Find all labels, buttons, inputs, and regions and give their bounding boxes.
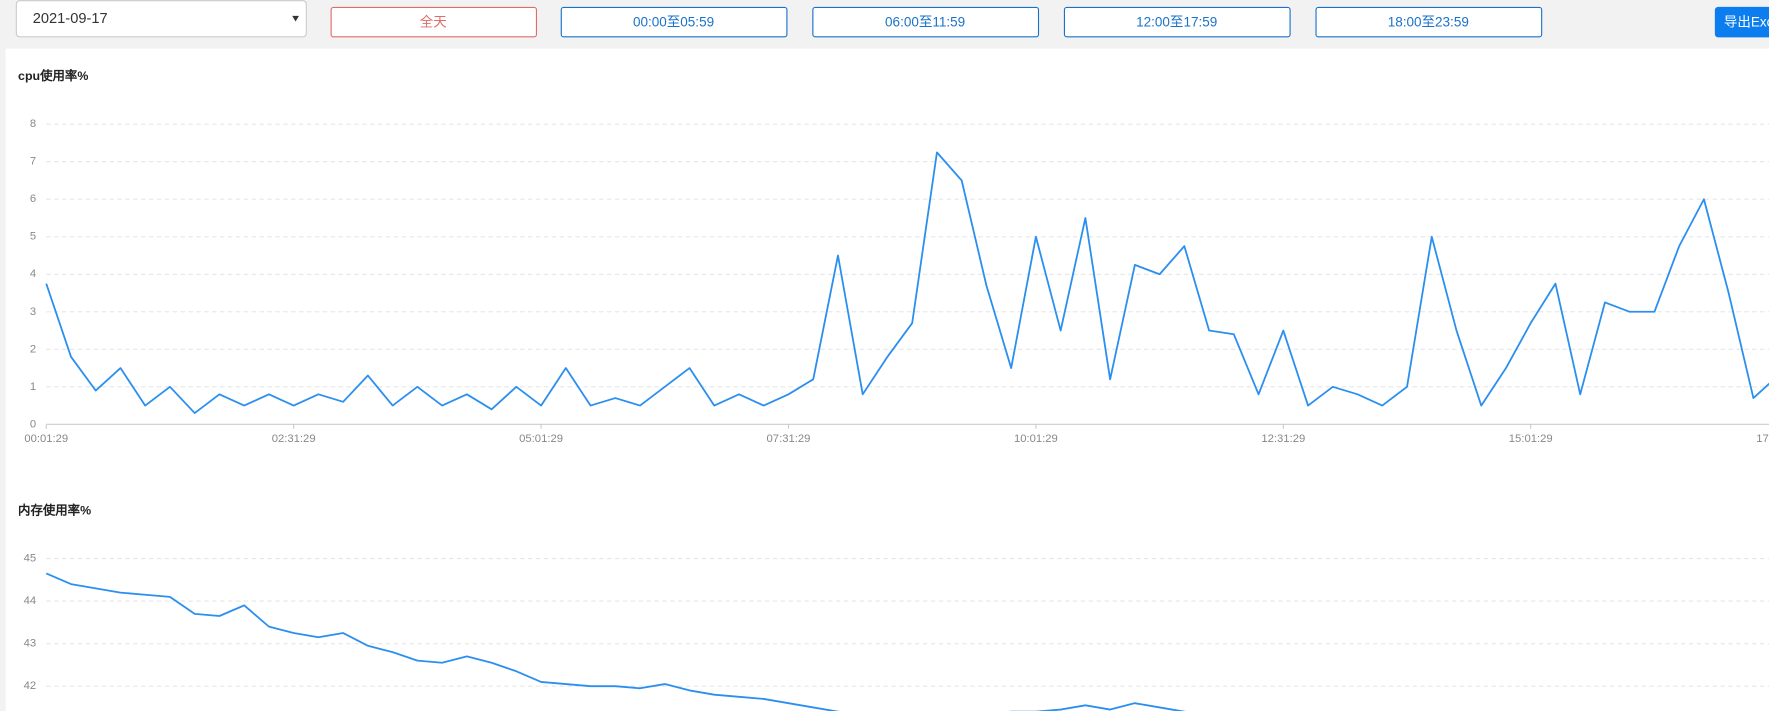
chart-title: 内存使用率% xyxy=(18,502,91,517)
time-button[interactable]: 00:00至05:59 xyxy=(560,6,788,38)
button-row: 全天 00:00至05:59 06:00至11:59 12:00至17:59 18:00… xyxy=(330,6,1543,38)
x-tick-label: 12:31:29 xyxy=(1261,433,1305,445)
chart: cpu使用率% 0 1 2 3 4 5 6 7 8 00:01:29 02:31:29 05:01:29… xyxy=(18,68,1769,445)
x-tick-label: 05:01:29 xyxy=(519,433,563,445)
button-label[interactable]: 00:00至05:59 xyxy=(633,14,714,29)
x-tick-label: 02:31:29 xyxy=(272,433,316,445)
data-line xyxy=(45,572,1186,711)
y-tick-label: 6 xyxy=(30,193,36,205)
export-box[interactable] xyxy=(1714,6,1769,38)
button-box[interactable] xyxy=(560,6,788,38)
y-tick-label: 42 xyxy=(24,680,37,692)
time-button[interactable]: 06:00至11:59 xyxy=(812,6,1040,38)
y-tick-label: 1 xyxy=(30,381,36,393)
y-tick-label: 5 xyxy=(30,231,36,243)
button-label[interactable]: 18:00至23:59 xyxy=(1388,14,1469,29)
chart-title: cpu使用率% xyxy=(18,68,88,83)
y-tick-label: 7 xyxy=(30,156,36,168)
export-text[interactable]: 导出Excel xyxy=(1724,14,1769,29)
time-button[interactable]: 18:00至23:59 xyxy=(1315,6,1543,38)
date-box[interactable] xyxy=(15,0,307,38)
time-button[interactable]: 12:00至17:59 xyxy=(1063,6,1291,38)
button-label[interactable]: 全天 xyxy=(420,13,448,29)
x-tick-label: 17:31:29 xyxy=(1756,433,1769,445)
y-tick-label: 3 xyxy=(30,306,36,318)
x-tick-label: 00:01:29 xyxy=(24,433,68,445)
chart: 内存使用率% 42 43 44 45 xyxy=(18,502,1769,711)
export-button[interactable]: 导出Excel xyxy=(1714,6,1769,38)
button-box[interactable] xyxy=(330,6,538,38)
y-tick-label: 8 xyxy=(30,118,36,130)
y-tick-label: 2 xyxy=(30,343,36,355)
dropdown-arrow xyxy=(292,15,299,22)
button-box[interactable] xyxy=(1315,6,1543,38)
y-tick-label: 44 xyxy=(24,595,37,607)
time-button[interactable]: 全天 xyxy=(330,6,538,38)
y-tick-label: 4 xyxy=(30,268,36,280)
date-select[interactable]: 2021-09-17 xyxy=(15,0,307,38)
x-tick-label: 10:01:29 xyxy=(1014,433,1058,445)
x-tick-label: 15:01:29 xyxy=(1509,433,1553,445)
y-tick-label: 45 xyxy=(24,553,37,565)
button-box[interactable] xyxy=(1063,6,1291,38)
button-label[interactable]: 06:00至11:59 xyxy=(885,14,965,29)
y-tick-label: 0 xyxy=(30,418,36,430)
button-box[interactable] xyxy=(812,6,1040,38)
date-text[interactable]: 2021-09-17 xyxy=(33,11,108,27)
data-line xyxy=(45,151,1769,414)
x-tick-label: 07:31:29 xyxy=(767,433,811,445)
panel xyxy=(5,48,1769,711)
button-label[interactable]: 12:00至17:59 xyxy=(1136,14,1217,29)
y-tick-label: 43 xyxy=(24,638,37,650)
